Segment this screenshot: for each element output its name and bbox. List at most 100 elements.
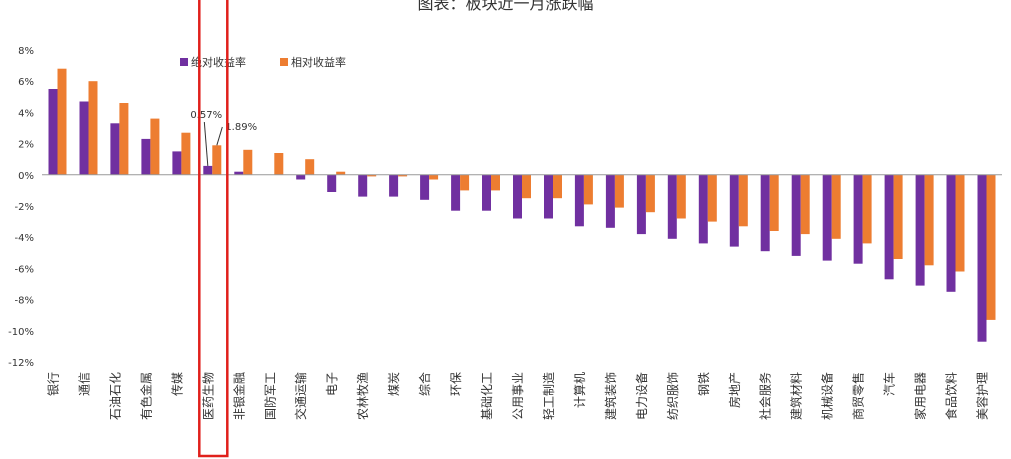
category-label: 国防军工 <box>262 372 277 420</box>
bar-relative <box>862 174 872 244</box>
category-label: 建筑材料 <box>789 372 804 420</box>
bar-absolute <box>544 174 553 219</box>
bar-absolute <box>574 174 584 227</box>
category-label: 环保 <box>449 372 463 396</box>
category-label: 食品饮料 <box>944 372 959 420</box>
category-label: 商贸零售 <box>851 372 866 420</box>
annotation-leader <box>216 126 223 146</box>
bar-relative <box>398 174 408 177</box>
bar-absolute <box>977 174 987 342</box>
bar-absolute <box>296 174 306 180</box>
bar-absolute <box>791 174 801 256</box>
bar-relative <box>645 174 655 213</box>
category-label: 电力设备 <box>635 372 649 420</box>
bar-absolute <box>853 174 863 264</box>
bar-relative <box>924 174 934 266</box>
bar-relative <box>893 174 903 259</box>
legend: 绝对收益率 相对收益率 <box>180 55 346 69</box>
category-label: 银行 <box>46 372 60 396</box>
bar-absolute <box>729 174 739 247</box>
bar-absolute <box>667 174 677 239</box>
bar-absolute <box>172 151 182 175</box>
y-tick-label: -10% <box>8 327 34 338</box>
category-label: 轻工制造 <box>542 372 556 420</box>
category-label: 交通运输 <box>293 372 308 420</box>
highlight-box <box>198 0 229 458</box>
category-label: 家用电器 <box>913 372 928 420</box>
category-label: 石油石化 <box>108 372 122 420</box>
y-tick-label: 8% <box>18 46 34 57</box>
bar-absolute <box>946 174 956 292</box>
category-label: 钢铁 <box>697 372 711 396</box>
bar-absolute <box>234 171 244 175</box>
y-axis: 8% 6% 4% 2% 0% -2% -4% -6% -8% -10% -12% <box>8 46 34 369</box>
annotations: 0.57%1.89% <box>190 110 257 166</box>
bar-absolute <box>884 174 894 280</box>
bar-absolute <box>482 174 491 211</box>
bar-absolute <box>451 174 461 211</box>
category-label: 计算机 <box>572 372 587 408</box>
bar-absolute <box>822 174 832 261</box>
bar-relative <box>367 174 377 177</box>
annotation-leader <box>203 121 209 166</box>
category-label: 有色金属 <box>138 372 153 420</box>
bar-relative <box>831 174 841 239</box>
bar-absolute <box>636 174 646 235</box>
category-label: 通信 <box>77 372 91 396</box>
bar-absolute <box>110 123 120 175</box>
legend-swatch <box>280 58 288 66</box>
bar-absolute <box>141 138 151 175</box>
legend-label: 相对收益率 <box>291 55 346 69</box>
y-tick-label: 2% <box>18 140 34 151</box>
category-label: 综合 <box>417 372 432 396</box>
bar-absolute <box>605 174 615 228</box>
y-tick-label: -4% <box>15 233 34 244</box>
bar-relative <box>336 171 346 175</box>
bar-relative <box>274 153 284 175</box>
chart-title: 图表：板块近一月涨跌幅 <box>417 0 594 13</box>
annotation-label: 1.89% <box>225 122 257 133</box>
annotation-label: 0.57% <box>190 110 222 121</box>
category-label: 基础化工 <box>480 372 494 420</box>
bar-relative <box>614 174 624 208</box>
category-label: 公用事业 <box>511 372 525 420</box>
bar-relative <box>119 103 129 175</box>
bar-relative <box>553 174 562 199</box>
category-label: 煤炭 <box>387 372 401 396</box>
bars <box>48 68 996 342</box>
category-label: 电子 <box>325 372 339 396</box>
bar-absolute <box>327 174 337 192</box>
bar-relative <box>986 174 996 320</box>
bar-absolute <box>358 174 368 197</box>
y-tick-label: -2% <box>15 202 34 213</box>
x-axis: 银行 通信 石油石化 有色金属 传媒 医药生物 非银金融 国防军工 交通运输 电子 农林牧渔 煤炭 综合… <box>46 372 989 420</box>
bar-relative <box>150 118 160 175</box>
bar-relative <box>429 174 439 180</box>
bar-absolute <box>389 174 399 197</box>
legend-label: 绝对收益率 <box>191 55 246 69</box>
y-tick-label: -12% <box>8 358 34 369</box>
bar-relative <box>707 174 717 222</box>
bar-absolute <box>915 174 925 286</box>
category-label: 汽车 <box>882 372 897 396</box>
y-tick-label: 4% <box>18 108 34 119</box>
category-label: 非银金融 <box>231 372 246 420</box>
bar-absolute <box>760 174 770 252</box>
y-tick-label: 6% <box>18 77 34 88</box>
bar-relative <box>676 174 686 219</box>
category-label: 房地产 <box>727 372 742 408</box>
bar-absolute <box>513 174 522 219</box>
bar-relative <box>305 159 315 175</box>
bar-relative <box>57 68 67 175</box>
bar-relative <box>243 149 253 175</box>
bar-relative <box>800 174 810 235</box>
y-tick-label: 0% <box>18 171 34 182</box>
bar-relative <box>181 132 191 175</box>
category-label: 社会服务 <box>758 372 773 420</box>
bar-absolute <box>79 101 89 175</box>
category-label: 医药生物 <box>201 372 215 420</box>
bar-relative <box>491 174 500 191</box>
bar-relative <box>522 174 531 199</box>
category-label: 美容护理 <box>975 372 990 420</box>
